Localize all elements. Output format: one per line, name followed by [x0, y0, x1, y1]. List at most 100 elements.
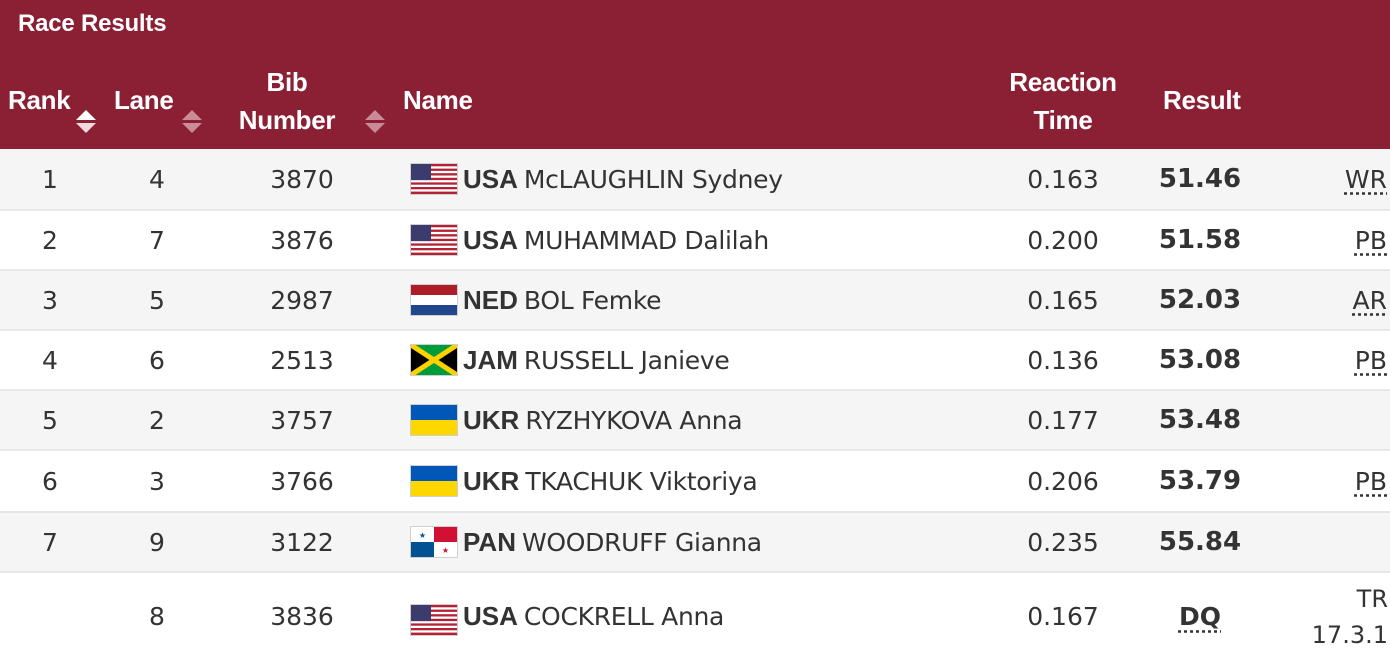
- usa-flag-icon: [410, 163, 458, 195]
- lane-cell: 2: [149, 405, 165, 435]
- noc-code: UKR: [463, 404, 520, 435]
- jam-flag-icon: [410, 344, 458, 376]
- reaction-time-cell: 0.200: [1027, 225, 1099, 255]
- athlete-name[interactable]: RYZHYKOVA Anna: [525, 405, 743, 435]
- page-title: Race Results: [18, 10, 167, 37]
- column-header-rank[interactable]: Rank: [8, 85, 71, 115]
- result-cell: DQ: [1140, 573, 1260, 660]
- result-value: 53.79: [1158, 466, 1242, 496]
- result-cell: 53.79: [1140, 451, 1260, 511]
- result-value: 55.84: [1158, 527, 1242, 557]
- athlete-name[interactable]: WOODRUFF Gianna: [521, 527, 762, 557]
- result-value: 53.08: [1158, 345, 1242, 375]
- athlete-name[interactable]: TKACHUK Viktoriya: [525, 466, 758, 496]
- noc-code: USA: [463, 601, 518, 631]
- reaction-time-cell: 0.165: [1027, 285, 1099, 315]
- lane-cell: 8: [149, 602, 165, 631]
- lane-cell: 9: [149, 527, 165, 557]
- athlete-name[interactable]: COCKRELL Anna: [523, 602, 725, 631]
- rule-note-line2: 17.3.1: [1311, 620, 1388, 649]
- rule-note[interactable]: TR 17.3.1: [1312, 581, 1388, 653]
- athlete-name[interactable]: McLAUGHLIN Sydney: [523, 164, 783, 194]
- athlete-name-cell[interactable]: USA MUHAMMAD Dalilah: [463, 211, 769, 269]
- svg-text:★: ★: [442, 546, 449, 555]
- column-header-bib[interactable]: Bib Number: [232, 63, 342, 139]
- rank-cell: 3: [42, 285, 58, 315]
- column-header-bib-line1: Bib: [266, 67, 308, 97]
- rank-cell: 5: [42, 405, 58, 435]
- reaction-time-cell: 0.167: [1027, 602, 1099, 631]
- reaction-time-cell: 0.163: [1027, 164, 1099, 194]
- athlete-name-cell[interactable]: UKR RYZHYKOVA Anna: [463, 391, 743, 449]
- rank-cell: 1: [42, 164, 58, 194]
- usa-flag-icon: [410, 604, 458, 636]
- bib-cell: 3876: [270, 225, 334, 255]
- athlete-name-cell[interactable]: PAN WOODRUFF Gianna: [463, 513, 762, 571]
- result-cell: 51.58: [1140, 211, 1260, 269]
- reaction-time-cell: 0.177: [1027, 405, 1099, 435]
- reaction-time-cell: 0.206: [1027, 466, 1099, 496]
- record-note[interactable]: WR: [1344, 164, 1387, 194]
- noc-code: NED: [463, 284, 518, 315]
- rank-cell: [20, 573, 80, 660]
- bib-cell: 3122: [270, 527, 334, 557]
- athlete-name[interactable]: BOL Femke: [523, 285, 662, 315]
- record-note[interactable]: PB: [1354, 345, 1387, 375]
- bib-cell: 2513: [270, 345, 334, 375]
- result-cell: 55.84: [1140, 513, 1260, 571]
- pan-flag-icon: ★ ★: [410, 526, 458, 558]
- athlete-name-cell[interactable]: JAM RUSSELL Janieve: [463, 331, 730, 389]
- column-header-result: Result: [1163, 85, 1241, 115]
- athlete-name-cell[interactable]: NED BOL Femke: [463, 271, 661, 329]
- result-value: 51.58: [1158, 225, 1242, 255]
- table-row: 7 9 3122 ★ ★ PAN WOODRUFF Gianna 0.235 5…: [0, 513, 1390, 573]
- record-note[interactable]: PB: [1354, 225, 1387, 255]
- sort-lane-icon[interactable]: [182, 108, 202, 136]
- athlete-name[interactable]: RUSSELL Janieve: [523, 345, 730, 375]
- record-note-cell: WR: [1290, 149, 1387, 209]
- result-cell: 53.48: [1140, 391, 1260, 449]
- record-note-cell: [1290, 391, 1387, 449]
- sort-bib-icon[interactable]: [365, 108, 385, 136]
- bib-cell: 3757: [270, 405, 334, 435]
- record-note-cell: AR: [1290, 271, 1387, 329]
- record-note[interactable]: AR: [1352, 285, 1387, 315]
- column-header-name: Name: [403, 85, 473, 115]
- column-header-bib-line2: Number: [238, 105, 336, 135]
- rule-note-line1: TR: [1356, 584, 1388, 613]
- noc-code: PAN: [463, 526, 516, 557]
- ukr-flag-icon: [410, 465, 458, 497]
- column-header-reaction-line2: Time: [1033, 105, 1093, 135]
- table-row: 5 2 3757 UKR RYZHYKOVA Anna 0.177 53.48: [0, 391, 1390, 451]
- noc-code: USA: [463, 224, 518, 255]
- column-header-reaction-time: Reaction Time: [1000, 63, 1126, 139]
- result-cell: 51.46: [1140, 149, 1260, 209]
- record-note[interactable]: PB: [1354, 466, 1387, 496]
- athlete-name-cell[interactable]: USA McLAUGHLIN Sydney: [463, 149, 783, 209]
- noc-code: JAM: [463, 344, 518, 375]
- record-note-cell: PB: [1290, 211, 1387, 269]
- athlete-name-cell[interactable]: USA COCKRELL Anna: [463, 573, 724, 660]
- table-row: 1 4 3870 USA McLAUGHLIN Sydney 0.163 51.…: [0, 149, 1390, 211]
- sort-rank-icon[interactable]: [76, 108, 96, 136]
- rank-cell: 6: [42, 466, 58, 496]
- svg-text:★: ★: [419, 531, 426, 540]
- lane-cell: 4: [149, 164, 165, 194]
- table-row: 6 3 3766 UKR TKACHUK Viktoriya 0.206 53.…: [0, 451, 1390, 513]
- athlete-name[interactable]: MUHAMMAD Dalilah: [523, 225, 769, 255]
- bib-cell: 3870: [270, 164, 334, 194]
- ukr-flag-icon: [410, 404, 458, 436]
- result-cell: 52.03: [1140, 271, 1260, 329]
- lane-cell: 7: [149, 225, 165, 255]
- lane-cell: 6: [149, 345, 165, 375]
- result-value: 53.48: [1158, 405, 1242, 435]
- result-cell: 53.08: [1140, 331, 1260, 389]
- column-header-reaction-line1: Reaction: [1009, 67, 1117, 97]
- result-value[interactable]: DQ: [1178, 602, 1221, 631]
- rank-cell: 7: [42, 527, 58, 557]
- result-value: 52.03: [1158, 285, 1242, 315]
- table-row: 8 3836 USA COCKRELL Anna 0.167 DQ TR 17.…: [0, 573, 1390, 660]
- reaction-time-cell: 0.235: [1027, 527, 1099, 557]
- athlete-name-cell[interactable]: UKR TKACHUK Viktoriya: [463, 451, 758, 511]
- column-header-lane[interactable]: Lane: [114, 85, 174, 115]
